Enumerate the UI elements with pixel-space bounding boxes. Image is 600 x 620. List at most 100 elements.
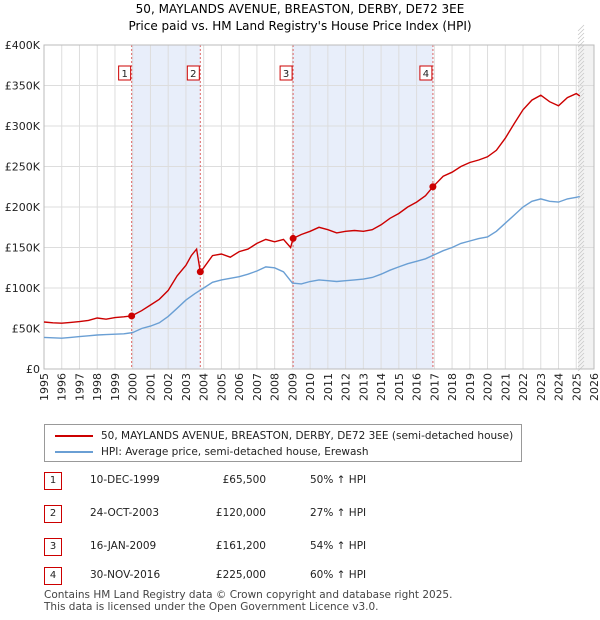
forecast-hatch [577, 224, 585, 232]
y-tick-label: £150K [5, 242, 41, 255]
forecast-hatch [577, 32, 585, 40]
forecast-hatch [577, 60, 585, 68]
forecast-hatch [577, 128, 585, 136]
forecast-hatch [577, 68, 585, 76]
sale-price: £120,000 [215, 507, 266, 519]
forecast-hatch [577, 56, 585, 64]
forecast-hatch [577, 320, 585, 328]
sale-marker-box [186, 65, 200, 81]
x-tick-label: 2003 [180, 373, 193, 401]
x-tick-label: 2014 [375, 373, 388, 401]
x-tick-label: 2010 [304, 373, 317, 401]
forecast-hatch [577, 220, 585, 228]
x-tick-label: 2020 [482, 373, 495, 401]
x-tick-label: 2002 [162, 373, 175, 401]
sale-point [128, 312, 136, 320]
forecast-hatch [577, 168, 585, 176]
forecast-hatch [577, 252, 585, 260]
forecast-hatch [577, 200, 585, 208]
x-tick-label: 2024 [553, 373, 566, 401]
forecast-hatch [577, 268, 585, 276]
sale-date: 10-DEC-1999 [90, 474, 160, 486]
forecast-hatch [577, 248, 585, 256]
forecast-hatch [577, 196, 585, 204]
forecast-hatch [577, 132, 585, 140]
x-tick-label: 2006 [233, 373, 246, 401]
x-tick-label: 2019 [464, 373, 477, 401]
forecast-hatch [577, 364, 585, 372]
x-tick-label: 1999 [109, 373, 122, 401]
x-tick-label: 2011 [322, 373, 335, 401]
x-tick-label: 2007 [251, 373, 264, 401]
y-tick-label: £250K [5, 161, 41, 174]
forecast-hatch [577, 40, 585, 48]
x-tick-label: 2001 [144, 373, 157, 401]
forecast-hatch [577, 184, 585, 192]
forecast-hatch [577, 172, 585, 180]
footer: Contains HM Land Registry data © Crown c… [44, 589, 452, 613]
sale-price: £225,000 [215, 569, 266, 581]
sale-price: £65,500 [222, 474, 266, 486]
legend-swatch-property [55, 435, 93, 437]
x-tick-label: 2025 [570, 373, 583, 401]
x-tick-label: 2005 [215, 373, 228, 401]
forecast-hatch [577, 116, 585, 124]
y-tick-label: £350K [5, 80, 41, 93]
forecast-hatch [577, 64, 585, 72]
x-tick-label: 2000 [127, 373, 140, 401]
y-tick-label: £200K [5, 201, 41, 214]
sale-row: 3 16-JAN-2009 £161,200 54% ↑ HPI [44, 538, 584, 558]
forecast-hatch [577, 176, 585, 184]
sale-date: 24-OCT-2003 [90, 507, 159, 519]
forecast-hatch [577, 204, 585, 212]
forecast-hatch [577, 140, 585, 148]
x-tick-label: 2021 [499, 373, 512, 401]
forecast-hatch [577, 208, 585, 216]
sale-marker-label: 1 [121, 69, 127, 80]
footer-copyright: Contains HM Land Registry data © Crown c… [44, 589, 453, 601]
y-tick-label: £400K [5, 39, 41, 52]
x-tick-label: 1997 [73, 373, 86, 401]
footer-license: This data is licensed under the Open Gov… [44, 601, 379, 613]
forecast-hatch [577, 308, 585, 316]
forecast-hatch [577, 296, 585, 304]
forecast-hatch [577, 312, 585, 320]
forecast-hatch [577, 44, 585, 52]
forecast-hatch [577, 344, 585, 352]
chart-title: 50, MAYLANDS AVENUE, BREASTON, DERBY, DE… [136, 2, 465, 16]
sale-row: 1 10-DEC-1999 £65,500 50% ↑ HPI [44, 472, 584, 492]
forecast-hatch [577, 316, 585, 324]
legend-swatch-hpi [55, 451, 93, 453]
forecast-hatch [577, 240, 585, 248]
sale-marker-label: 4 [423, 69, 429, 80]
series-line-property [43, 92, 581, 324]
y-tick-label: £300K [5, 120, 41, 133]
forecast-hatch [577, 76, 585, 84]
forecast-hatch [577, 212, 585, 220]
forecast-hatch [577, 272, 585, 280]
forecast-hatch [577, 48, 585, 56]
forecast-hatch [577, 304, 585, 312]
forecast-hatch [577, 156, 585, 164]
sale-number-badge: 2 [44, 505, 62, 523]
y-tick-label: £100K [5, 282, 41, 295]
forecast-hatch [577, 360, 585, 368]
y-tick-label: £0 [26, 363, 40, 376]
legend-label-hpi: HPI: Average price, semi-detached house,… [101, 446, 369, 458]
sale-hpi-change: 60% ↑ HPI [310, 569, 367, 581]
legend-label-property: 50, MAYLANDS AVENUE, BREASTON, DERBY, DE… [101, 430, 514, 442]
x-tick-label: 1995 [38, 373, 51, 401]
forecast-hatch [577, 228, 585, 236]
forecast-hatch [577, 216, 585, 224]
chart-subtitle: Price paid vs. HM Land Registry's House … [128, 19, 471, 33]
forecast-hatch [577, 264, 585, 272]
x-tick-label: 2004 [198, 373, 211, 401]
forecast-hatch [577, 72, 585, 80]
sale-number-badge: 3 [44, 538, 62, 556]
sale-row: 4 30-NOV-2016 £225,000 60% ↑ HPI [44, 567, 584, 587]
plot-frame [43, 44, 595, 370]
forecast-hatch [577, 36, 585, 44]
sale-hpi-change: 54% ↑ HPI [310, 540, 367, 552]
x-tick-label: 2017 [428, 373, 441, 401]
x-tick-label: 2016 [411, 373, 424, 401]
